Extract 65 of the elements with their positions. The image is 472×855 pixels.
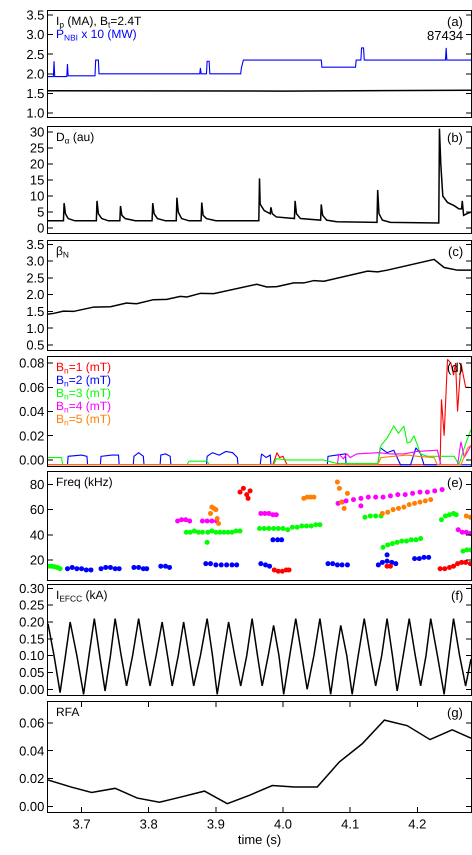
- y-tick-label: 80: [30, 477, 44, 492]
- chart-title: β$_{N}$: [56, 244, 69, 260]
- text: B$_{n}$=4 (mT): [56, 399, 112, 415]
- y-tick-label: 0.10: [19, 648, 44, 664]
- y-tick-label: 0.25: [19, 598, 44, 613]
- y-tick-label: 0.06: [19, 715, 44, 730]
- text: B$_{n}$=5 (mT): [56, 412, 112, 428]
- annotation: (c): [448, 244, 464, 259]
- y-tick-label: 0.5: [26, 338, 44, 353]
- y-tick-label: 0.30: [19, 580, 44, 596]
- x-tick-label: 4.0: [274, 816, 292, 832]
- y-tick-label: 20: [30, 156, 44, 172]
- y-tick-label: 0.02: [19, 771, 44, 786]
- annotation: (f): [451, 588, 464, 603]
- annotation: (g): [447, 705, 463, 720]
- y-tick-label: 30: [30, 124, 44, 140]
- y-tick-label: 15: [30, 172, 44, 188]
- annotation: (e): [447, 475, 463, 490]
- chart-title: RFA: [56, 705, 80, 719]
- y-tick-label: 1.0: [26, 320, 44, 336]
- annotation: (a): [447, 14, 463, 29]
- text: B$_{n}$=1 (mT): [56, 360, 112, 376]
- y-tick-label: 0.05: [19, 665, 44, 680]
- y-tick-label: 25: [30, 140, 44, 156]
- y-tick-label: 5: [37, 204, 44, 220]
- y-tick-label: 0.04: [19, 404, 44, 420]
- y-tick-label: 3.0: [26, 27, 44, 42]
- x-tick-label: 3.7: [72, 816, 91, 832]
- chart-title: I$_{EFCC}$ (kA): [56, 588, 108, 604]
- y-tick-label: 2.0: [26, 66, 44, 82]
- y-tick-label: 0.08: [19, 356, 44, 371]
- annotation: 87434: [427, 28, 464, 43]
- x-tick-label: 3.9: [206, 816, 225, 832]
- y-tick-label: 0.20: [19, 614, 44, 630]
- x-tick-label: 4.2: [408, 816, 426, 832]
- y-tick-label: 0.00: [19, 682, 44, 697]
- y-tick-label: 3.5: [26, 7, 44, 22]
- y-tick-label: 1.5: [26, 86, 44, 101]
- y-tick-label: 2.5: [26, 46, 44, 62]
- x-tick-label: 4.1: [341, 816, 360, 832]
- y-tick-label: 0.02: [19, 428, 44, 444]
- chart-title: Freq (kHz): [56, 475, 113, 489]
- y-tick-label: 20: [30, 552, 44, 568]
- y-tick-label: 0: [37, 220, 44, 236]
- y-tick-label: 0.06: [19, 380, 44, 395]
- x-tick-label: 3.8: [140, 816, 158, 832]
- text: B$_{n}$=2 (mT): [56, 373, 112, 389]
- y-tick-label: 0.04: [19, 743, 44, 758]
- y-tick-label: 0.00: [19, 452, 44, 468]
- y-tick-label: 1.5: [26, 304, 44, 319]
- y-tick-label: 3.0: [26, 254, 44, 269]
- y-tick-label: 3.5: [26, 236, 44, 252]
- x-axis-title: time (s): [238, 832, 282, 848]
- y-tick-label: 40: [30, 527, 44, 542]
- chart-title: D$_{α}$ (au): [56, 130, 94, 146]
- y-tick-label: 0.15: [19, 631, 44, 646]
- annotation: (b): [447, 130, 463, 145]
- y-tick-label: 2.5: [26, 270, 44, 286]
- y-tick-label: 60: [30, 502, 44, 518]
- y-tick-label: 2.0: [26, 287, 44, 302]
- y-tick-label: 0.00: [19, 798, 44, 814]
- text: B$_{n}$=3 (mT): [56, 386, 112, 402]
- y-tick-label: 10: [30, 188, 44, 204]
- text: I$_{p}$ (MA), B$_{t}$=2.4T: [56, 14, 142, 30]
- y-tick-label: 1.0: [26, 106, 44, 121]
